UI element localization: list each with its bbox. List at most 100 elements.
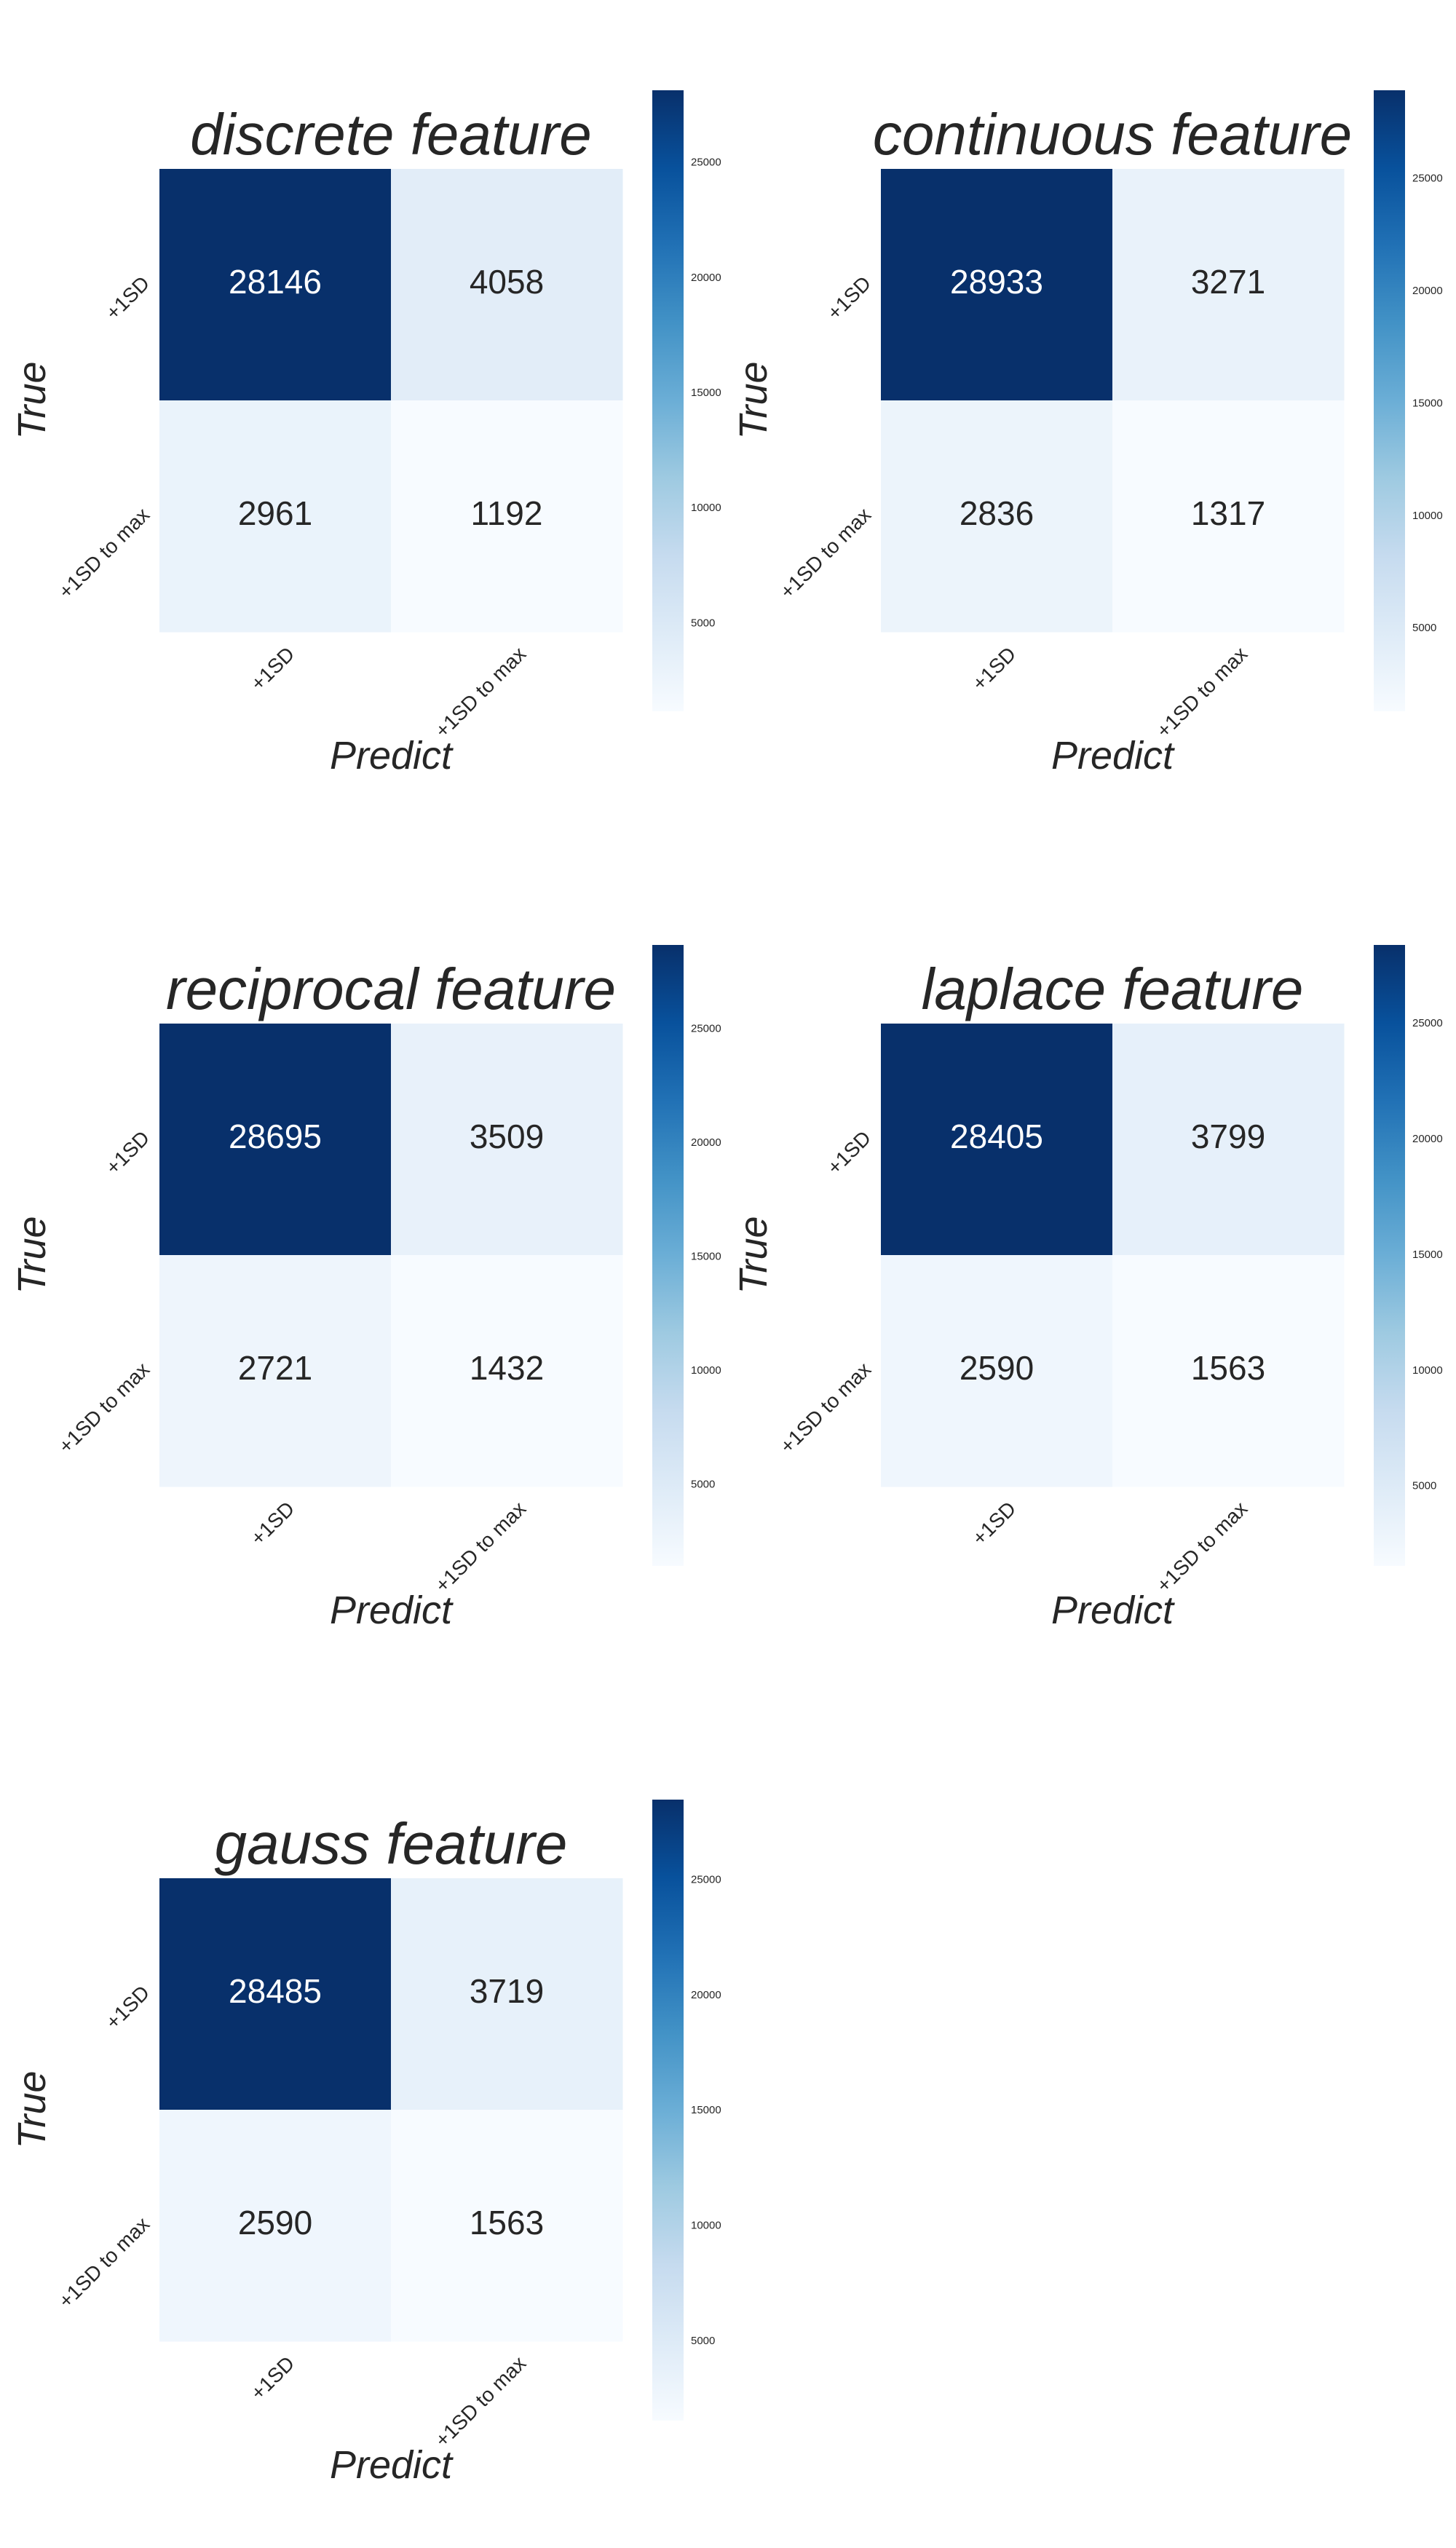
colorbar-tick-label: 20000 [1412, 285, 1443, 297]
heatmap-cell [1112, 1255, 1345, 1487]
x-tick-label: +1SD [246, 642, 298, 695]
heatmap-cell [391, 400, 623, 633]
y-tick-label: +1SD [823, 1126, 875, 1179]
x-tick-label: +1SD [246, 2351, 298, 2404]
colorbar-tick-label: 25000 [691, 157, 721, 169]
colorbar-tick-label: 15000 [1412, 1249, 1443, 1261]
cell-value: 3719 [470, 1972, 544, 2010]
heatmap-cell [881, 169, 1113, 401]
colorbar [1374, 90, 1405, 711]
x-axis-label: Predict [330, 2443, 454, 2487]
colorbar-tick-label: 10000 [1412, 1364, 1443, 1377]
chart-title: laplace feature [922, 957, 1304, 1021]
y-axis-label: True [10, 361, 54, 439]
heatmap-cell [159, 2110, 392, 2342]
y-tick-label: +1SD [101, 1981, 154, 2033]
x-tick-label: +1SD to max [1152, 642, 1251, 742]
colorbar-tick-label: 15000 [691, 1250, 721, 1262]
y-tick-label: +1SD to max [775, 1358, 875, 1457]
y-tick-label: +1SD [101, 272, 154, 324]
colorbar-tick-label: 25000 [691, 1023, 721, 1035]
colorbar-tick-label: 25000 [1412, 1017, 1443, 1029]
heatmap-cell [881, 400, 1113, 633]
colorbar [652, 945, 684, 1566]
colorbar-tick-label: 20000 [1412, 1133, 1443, 1145]
heatmap-cell [881, 1255, 1113, 1487]
heatmap-cell [1112, 400, 1345, 633]
cell-value: 1563 [1191, 1349, 1265, 1387]
heatmap-cell [391, 1878, 623, 2110]
x-axis-label: Predict [330, 734, 454, 778]
colorbar-tick-label: 20000 [691, 272, 721, 284]
heatmap-cell [1112, 169, 1345, 401]
heatmap-cell [881, 1024, 1113, 1256]
colorbar-tick-label: 15000 [1412, 397, 1443, 409]
heatmap-cell [159, 1878, 392, 2110]
x-tick-label: +1SD to max [430, 642, 530, 742]
cell-value: 2590 [238, 2204, 312, 2242]
chart-title: gauss feature [215, 1811, 568, 1876]
heatmap-cell [159, 169, 392, 401]
y-tick-label: +1SD to max [54, 2212, 154, 2312]
heatmap-cell [391, 169, 623, 401]
x-axis-label: Predict [1051, 734, 1175, 778]
colorbar [652, 1800, 684, 2421]
colorbar-tick-label: 15000 [691, 2104, 721, 2116]
chart-title: discrete feature [190, 102, 591, 167]
heatmap-cell [159, 1024, 392, 1256]
heatmap-panel: laplace feature 28405 3799 2590 1563 +1SD +1SD… [732, 945, 1443, 1632]
heatmap-cell [391, 1255, 623, 1487]
cell-value: 28933 [950, 263, 1043, 301]
colorbar-tick-label: 5000 [691, 1478, 715, 1490]
y-axis-label: True [10, 1216, 54, 1294]
heatmap-cell [1112, 1024, 1345, 1256]
heatmap-cell [159, 400, 392, 633]
y-tick-label: +1SD to max [775, 503, 875, 603]
colorbar [1374, 945, 1405, 1566]
cell-value: 28695 [229, 1117, 322, 1155]
colorbar [652, 90, 684, 711]
y-tick-label: +1SD [823, 272, 875, 324]
y-axis-label: True [732, 361, 775, 439]
chart-title: continuous feature [873, 102, 1352, 167]
colorbar-tick-label: 10000 [691, 2220, 721, 2232]
colorbar-tick-label: 5000 [691, 2335, 715, 2347]
y-axis-label: True [732, 1216, 775, 1294]
cell-value: 3271 [1191, 263, 1265, 301]
cell-value: 1317 [1191, 494, 1265, 532]
heatmap-panel: reciprocal feature 28695 3509 2721 1432 +1SD +… [10, 945, 721, 1632]
cell-value: 1563 [470, 2204, 544, 2242]
cell-value: 2836 [960, 494, 1034, 532]
colorbar-tick-label: 10000 [691, 1364, 721, 1377]
cell-value: 28485 [229, 1972, 322, 2010]
x-tick-label: +1SD to max [430, 2351, 530, 2451]
colorbar-tick-label: 25000 [1412, 172, 1443, 184]
cell-value: 28405 [950, 1117, 1043, 1155]
heatmap-cell [391, 1024, 623, 1256]
colorbar-tick-label: 20000 [691, 1136, 721, 1149]
colorbar-tick-label: 15000 [691, 387, 721, 399]
cell-value: 1192 [471, 494, 543, 532]
y-tick-label: +1SD to max [54, 503, 154, 603]
cell-value: 4058 [470, 263, 544, 301]
colorbar-tick-label: 5000 [1412, 1480, 1436, 1492]
heatmap-cell [391, 2110, 623, 2342]
y-tick-label: +1SD [101, 1126, 154, 1179]
colorbar-tick-label: 5000 [1412, 622, 1436, 634]
chart-title: reciprocal feature [166, 957, 616, 1021]
heatmap-panel: gauss feature 28485 3719 2590 1563 +1SD +1SD t… [10, 1800, 721, 2487]
colorbar-tick-label: 10000 [691, 502, 721, 514]
heatmap-panel: discrete feature 28146 4058 2961 1192 +1SD +1S… [10, 90, 721, 778]
x-tick-label: +1SD [968, 1497, 1020, 1549]
x-axis-label: Predict [330, 1588, 454, 1632]
x-tick-label: +1SD to max [1152, 1497, 1251, 1597]
x-tick-label: +1SD [246, 1497, 298, 1549]
cell-value: 2590 [960, 1349, 1034, 1387]
y-tick-label: +1SD to max [54, 1358, 154, 1457]
cell-value: 3799 [1191, 1117, 1265, 1155]
y-axis-label: True [10, 2070, 54, 2148]
cell-value: 2961 [238, 494, 312, 532]
x-axis-label: Predict [1051, 1588, 1175, 1632]
cell-value: 1432 [470, 1349, 544, 1387]
